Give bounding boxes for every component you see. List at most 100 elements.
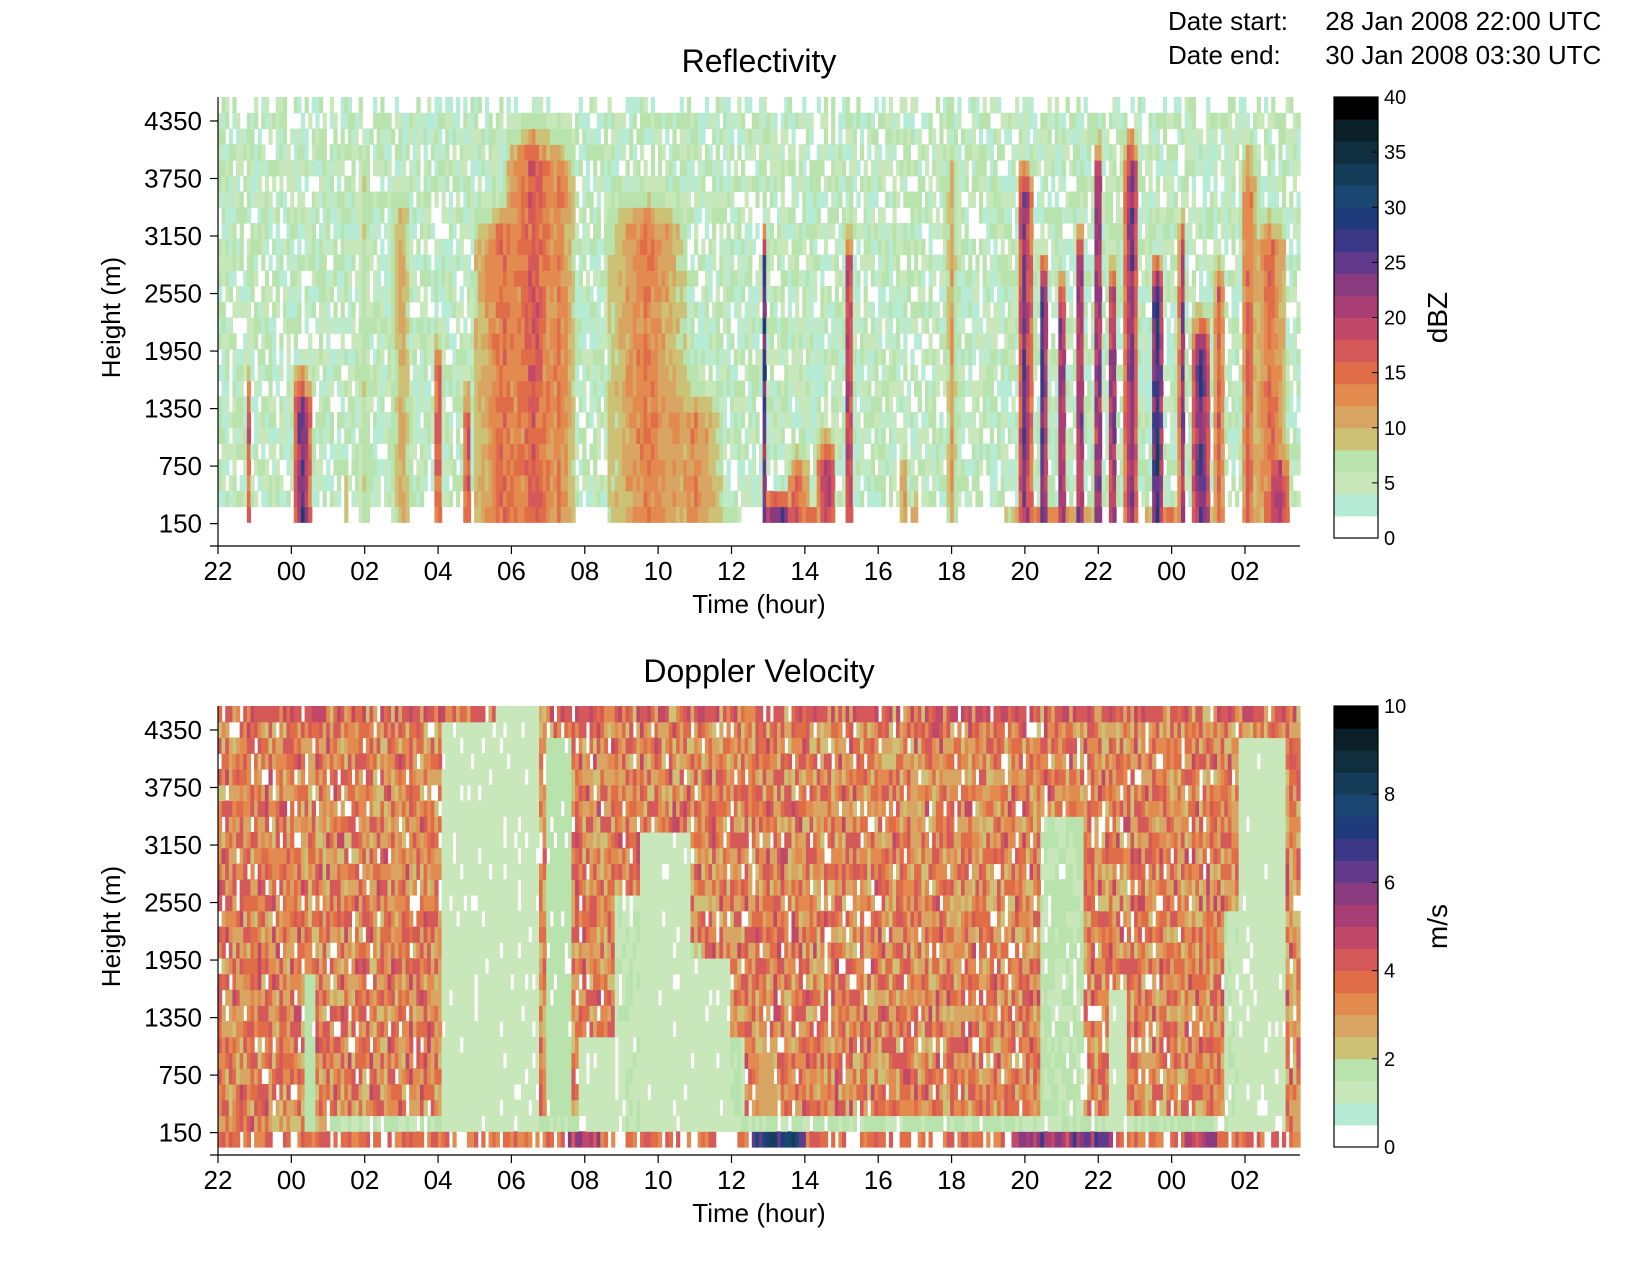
heatmap-cell: [607, 459, 612, 476]
heatmap-cell: [802, 97, 807, 114]
heatmap-cell: [834, 254, 839, 271]
heatmap-cell: [383, 412, 389, 429]
heatmap-cell: [474, 380, 479, 397]
heatmap-cell: [538, 286, 544, 303]
heatmap-cell: [488, 223, 493, 240]
heatmap-cell: [578, 286, 583, 303]
heatmap-cell: [445, 475, 450, 492]
heatmap-cell: [380, 412, 385, 429]
heatmap-cell: [759, 112, 764, 130]
heatmap-cell: [387, 459, 392, 476]
heatmap-cell: [564, 175, 569, 193]
heatmap-cell: [365, 223, 371, 240]
heatmap-cell: [621, 490, 627, 508]
heatmap-cell: [639, 333, 645, 350]
heatmap-cell: [257, 412, 262, 429]
heatmap-cell: [542, 286, 547, 303]
heatmap-cell: [261, 286, 266, 303]
heatmap-cell: [412, 490, 417, 508]
heatmap-cell: [968, 333, 973, 350]
heatmap-cell: [470, 286, 475, 303]
heatmap-cell: [690, 490, 695, 508]
heatmap-cell: [337, 270, 342, 287]
heatmap-cell: [773, 191, 778, 208]
heatmap-cell: [510, 333, 515, 350]
heatmap-cell: [668, 364, 674, 382]
heatmap-cell: [647, 223, 652, 240]
heatmap-cell: [254, 191, 259, 208]
heatmap-cell: [665, 443, 670, 460]
heatmap-cell: [225, 459, 230, 476]
heatmap-cell: [975, 254, 980, 271]
heatmap-cell: [946, 223, 951, 240]
heatmap-cell: [971, 175, 976, 193]
heatmap-cell: [391, 396, 396, 413]
heatmap-cell: [394, 475, 399, 492]
heatmap-cell: [668, 475, 674, 492]
heatmap-cell: [351, 364, 356, 382]
heatmap-cell: [308, 412, 313, 429]
heatmap-cell: [535, 333, 540, 350]
heatmap-cell: [935, 254, 940, 271]
heatmap-cell: [863, 333, 868, 350]
heatmap-cell: [874, 427, 879, 445]
heatmap-cell: [531, 254, 536, 271]
heatmap-cell: [546, 128, 551, 145]
heatmap-cell: [383, 475, 389, 492]
heatmap-cell: [362, 443, 367, 460]
heatmap-cell: [488, 333, 493, 350]
heatmap-cell: [362, 286, 367, 303]
heatmap-cell: [484, 175, 490, 193]
heatmap-cell: [398, 380, 403, 397]
heatmap-cell: [971, 112, 976, 130]
heatmap-cell: [733, 301, 738, 319]
heatmap-cell: [394, 301, 399, 319]
heatmap-cell: [960, 364, 966, 382]
heatmap-cell: [690, 427, 695, 445]
heatmap-cell: [477, 490, 482, 508]
heatmap-cell: [347, 238, 353, 256]
heatmap-cell: [924, 254, 930, 271]
heatmap-cell: [1018, 238, 1023, 256]
heatmap-cell: [337, 254, 342, 271]
heatmap-cell: [654, 506, 659, 523]
heatmap-cell: [683, 475, 688, 492]
heatmap-cell: [250, 160, 255, 177]
heatmap-cell: [867, 412, 872, 429]
heatmap-cell: [564, 506, 569, 523]
heatmap-cell: [481, 396, 486, 413]
heatmap-cell: [1018, 427, 1023, 445]
heatmap-cell: [809, 301, 814, 319]
heatmap-cell: [795, 412, 800, 429]
heatmap-cell: [272, 349, 277, 366]
heatmap-cell: [373, 112, 378, 130]
heatmap-cell: [795, 333, 800, 350]
heatmap-cell: [618, 427, 623, 445]
heatmap-cell: [293, 223, 298, 240]
heatmap-cell: [391, 412, 396, 429]
heatmap-cell: [387, 443, 392, 460]
heatmap-cell: [798, 412, 803, 429]
heatmap-cell: [859, 128, 865, 145]
heatmap-cell: [780, 286, 785, 303]
heatmap-cell: [538, 506, 544, 523]
heatmap-cell: [502, 223, 508, 240]
heatmap-cell: [484, 112, 490, 130]
heatmap-cell: [430, 333, 435, 350]
heatmap-cell: [362, 333, 367, 350]
heatmap-cell: [813, 223, 818, 240]
heatmap-cell: [744, 490, 749, 508]
heatmap-cell: [225, 254, 230, 271]
heatmap-cell: [780, 144, 785, 161]
heatmap-cell: [481, 238, 486, 256]
heatmap-cell: [647, 475, 652, 492]
heatmap-cell: [383, 427, 389, 445]
heatmap-cell: [463, 412, 468, 429]
heatmap-cell: [712, 112, 717, 130]
heatmap-cell: [607, 223, 612, 240]
heatmap-cell: [286, 317, 291, 334]
heatmap-cell: [658, 506, 663, 523]
heatmap-cell: [841, 475, 847, 492]
heatmap-cell: [773, 128, 778, 145]
heatmap-cell: [416, 412, 421, 429]
